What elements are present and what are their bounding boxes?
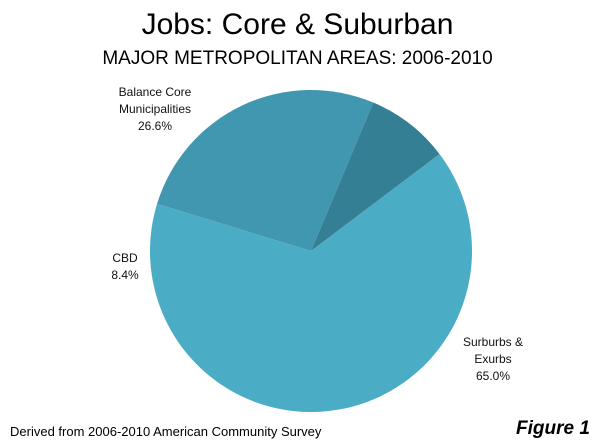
category-label: Balance Core Municipalities	[118, 85, 192, 116]
category-label: CBD	[112, 251, 138, 265]
figure-label: Figure 1	[516, 418, 590, 439]
source-note: Derived from 2006-2010 American Communit…	[10, 424, 322, 439]
value-label: 26.6%	[137, 119, 173, 133]
pie-slice	[311, 102, 440, 251]
slice-label: Balance Core Municipalities 26.6%	[95, 84, 215, 135]
category-label: Surburbs & Exurbs	[462, 335, 524, 366]
pie-slice	[150, 154, 472, 412]
value-label: 8.4%	[111, 268, 139, 282]
slice-label: Surburbs & Exurbs 65.0%	[433, 334, 553, 385]
chart-title: Jobs: Core & Suburban	[141, 8, 454, 41]
value-label: 65.0%	[475, 369, 511, 383]
pie-slice	[157, 90, 374, 251]
slice-label: CBD 8.4%	[65, 250, 185, 284]
chart-subtitle: MAJOR METROPOLITAN AREAS: 2006-2010	[102, 48, 493, 69]
